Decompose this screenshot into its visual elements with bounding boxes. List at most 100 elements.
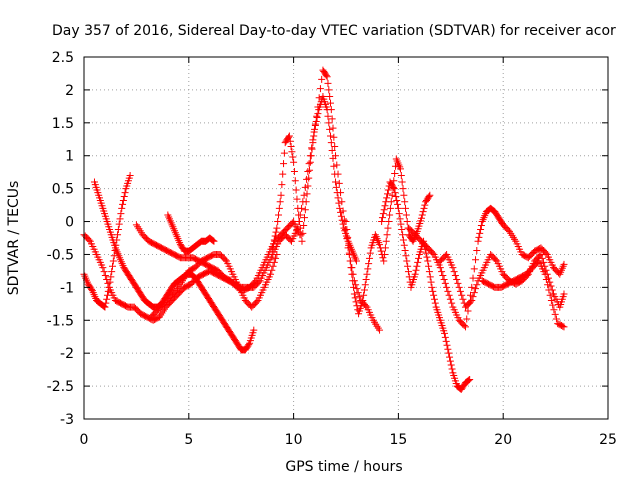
data-point bbox=[476, 229, 484, 237]
data-point bbox=[413, 262, 421, 270]
data-point bbox=[541, 270, 549, 278]
data-point bbox=[441, 279, 449, 287]
data-point bbox=[290, 158, 298, 166]
data-point bbox=[365, 260, 373, 268]
data-point bbox=[344, 233, 352, 241]
data-point bbox=[326, 92, 334, 100]
data-point bbox=[385, 218, 393, 226]
data-point bbox=[442, 337, 450, 345]
data-point bbox=[119, 200, 127, 208]
data-point bbox=[306, 158, 314, 166]
satellite-track-3 bbox=[80, 171, 134, 311]
data-point bbox=[547, 282, 555, 290]
data-point bbox=[544, 281, 552, 289]
data-point bbox=[349, 277, 357, 285]
data-point bbox=[459, 295, 467, 303]
data-point bbox=[325, 86, 333, 94]
data-point bbox=[210, 237, 218, 245]
x-tick-label: 15 bbox=[389, 432, 407, 448]
satellite-track-7 bbox=[269, 92, 360, 265]
data-point bbox=[109, 257, 117, 265]
data-point bbox=[88, 285, 96, 293]
data-point bbox=[311, 121, 319, 129]
data-point bbox=[381, 244, 389, 252]
data-point bbox=[288, 148, 296, 156]
data-point bbox=[117, 210, 125, 218]
data-point bbox=[116, 215, 124, 223]
data-point bbox=[314, 110, 322, 118]
data-point bbox=[376, 326, 384, 334]
data-point bbox=[334, 194, 342, 202]
data-point bbox=[550, 306, 558, 314]
data-point bbox=[429, 249, 437, 257]
data-point bbox=[272, 228, 280, 236]
data-point bbox=[109, 262, 117, 270]
data-point bbox=[101, 303, 109, 311]
data-point bbox=[468, 283, 476, 291]
data-point bbox=[352, 298, 360, 306]
data-point bbox=[425, 193, 433, 201]
x-tick-label: 25 bbox=[599, 432, 617, 448]
data-point bbox=[546, 291, 554, 299]
data-point bbox=[472, 256, 480, 264]
data-point bbox=[280, 160, 288, 168]
data-point bbox=[313, 114, 321, 122]
data-point bbox=[445, 291, 453, 299]
data-point bbox=[100, 302, 108, 310]
data-point bbox=[336, 204, 344, 212]
data-point bbox=[411, 270, 419, 278]
data-point bbox=[118, 204, 126, 212]
y-tick-label: 1.5 bbox=[52, 116, 74, 132]
data-point bbox=[399, 231, 407, 239]
data-point bbox=[110, 252, 118, 260]
data-point bbox=[390, 185, 398, 193]
data-point bbox=[269, 240, 277, 248]
data-point bbox=[269, 262, 277, 270]
data-point bbox=[126, 171, 134, 179]
data-point bbox=[305, 174, 313, 182]
data-point bbox=[426, 191, 434, 199]
data-point bbox=[221, 256, 229, 264]
data-point bbox=[473, 281, 481, 289]
data-point bbox=[330, 162, 338, 170]
data-point bbox=[492, 256, 500, 264]
data-point bbox=[542, 249, 550, 257]
data-point bbox=[275, 204, 283, 212]
data-point bbox=[304, 182, 312, 190]
data-point bbox=[445, 349, 453, 357]
data-point bbox=[343, 225, 351, 233]
data-point bbox=[403, 218, 411, 226]
data-point bbox=[447, 361, 455, 369]
plot-frame bbox=[83, 56, 609, 420]
data-point bbox=[384, 186, 392, 194]
data-point bbox=[380, 257, 388, 265]
data-point bbox=[295, 218, 303, 226]
data-point bbox=[329, 124, 337, 132]
data-point bbox=[273, 250, 281, 258]
data-point bbox=[386, 211, 394, 219]
data-point bbox=[379, 254, 387, 262]
data-point bbox=[113, 236, 121, 244]
data-point bbox=[103, 291, 111, 299]
data-point bbox=[417, 214, 425, 222]
data-point bbox=[453, 275, 461, 283]
data-point bbox=[352, 257, 360, 265]
data-point bbox=[361, 281, 369, 289]
data-point bbox=[465, 376, 473, 384]
data-point bbox=[114, 231, 122, 239]
data-point bbox=[560, 260, 568, 268]
data-point bbox=[351, 294, 359, 302]
data-point bbox=[391, 169, 399, 177]
data-point bbox=[380, 206, 388, 214]
data-point bbox=[425, 262, 433, 270]
data-point bbox=[440, 275, 448, 283]
data-point bbox=[396, 215, 404, 223]
data-point bbox=[278, 181, 286, 189]
data-point bbox=[303, 190, 311, 198]
data-point bbox=[269, 244, 277, 252]
data-point bbox=[464, 307, 472, 315]
data-point bbox=[545, 286, 553, 294]
data-point bbox=[456, 287, 464, 295]
data-point bbox=[430, 295, 438, 303]
